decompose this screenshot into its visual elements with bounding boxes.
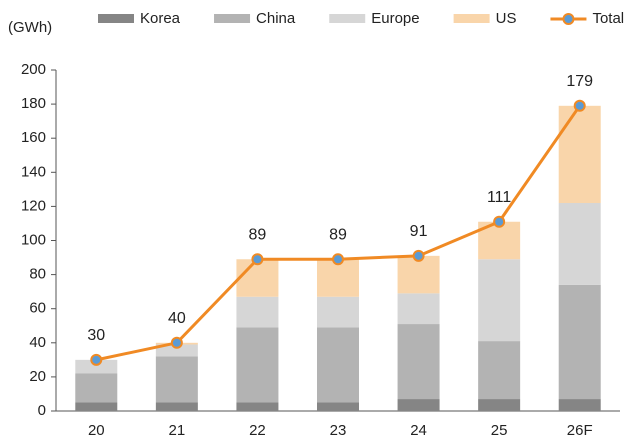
x-tick-label: 20	[88, 422, 105, 439]
legend-swatch	[453, 14, 490, 23]
y-tick-label: 0	[38, 402, 46, 419]
bar-segment	[75, 402, 118, 411]
bar-segment	[478, 399, 521, 411]
y-tick-label: 200	[21, 61, 46, 78]
data-label: 91	[410, 223, 428, 240]
bar-segment	[155, 356, 198, 403]
bar-segment	[155, 344, 198, 357]
bar-segment	[236, 296, 279, 328]
y-tick-label: 40	[29, 334, 46, 351]
legend-label: US	[496, 10, 517, 27]
legend-label: China	[256, 10, 296, 27]
x-tick-label: 25	[491, 422, 508, 439]
legend-marker	[562, 13, 575, 25]
total-marker	[90, 353, 103, 366]
y-tick-label: 100	[21, 231, 46, 248]
legend-label: Europe	[371, 10, 419, 27]
bar-segment	[236, 259, 279, 297]
total-marker	[332, 253, 344, 266]
bar-segment	[75, 359, 118, 374]
data-label: 111	[487, 189, 511, 206]
total-marker	[493, 215, 506, 228]
y-tick-label: 180	[21, 95, 46, 112]
bar-segment	[478, 341, 521, 400]
x-tick-label: 24	[410, 422, 427, 439]
data-label: 89	[329, 226, 347, 243]
bar-segment	[236, 402, 279, 411]
data-label: 30	[87, 327, 105, 344]
total-marker	[573, 99, 586, 112]
total-marker	[251, 253, 264, 266]
data-label: 179	[566, 73, 593, 90]
legend-label: Total	[592, 10, 624, 27]
y-tick-label: 120	[21, 197, 46, 214]
x-tick-label: 22	[249, 422, 266, 439]
bar-segment	[317, 402, 359, 411]
bar-segment	[317, 327, 359, 403]
bar-segment	[155, 402, 198, 411]
data-label: 89	[249, 226, 267, 243]
bar-segment	[558, 284, 601, 400]
y-tick-label: 140	[21, 163, 46, 180]
x-tick-label: 26F	[567, 422, 593, 439]
bar-segment	[236, 327, 279, 403]
bar-segment	[75, 373, 118, 403]
data-label: 40	[168, 310, 186, 327]
legend-label: Korea	[140, 10, 181, 27]
bar-segment	[397, 293, 440, 325]
bar-segment	[397, 399, 440, 411]
legend-swatch	[329, 14, 366, 23]
total-marker	[170, 336, 183, 349]
bar-segment	[397, 324, 440, 400]
bar-segment	[397, 255, 440, 294]
bar-segment	[558, 105, 601, 203]
bar-segment	[558, 202, 601, 285]
y-axis-label: (GWh)	[8, 19, 52, 36]
bar-segment	[558, 399, 601, 411]
bar-segment	[317, 259, 359, 297]
y-tick-label: 160	[21, 129, 46, 146]
y-tick-label: 80	[29, 266, 46, 283]
legend-swatch	[214, 14, 251, 23]
legend-swatch	[98, 14, 134, 23]
x-tick-label: 21	[169, 422, 186, 439]
y-tick-label: 20	[29, 368, 46, 385]
bar-segment	[478, 259, 521, 342]
y-tick-label: 60	[29, 300, 46, 317]
total-marker	[412, 249, 425, 262]
x-tick-label: 23	[330, 422, 347, 439]
bar-segment	[317, 296, 359, 328]
